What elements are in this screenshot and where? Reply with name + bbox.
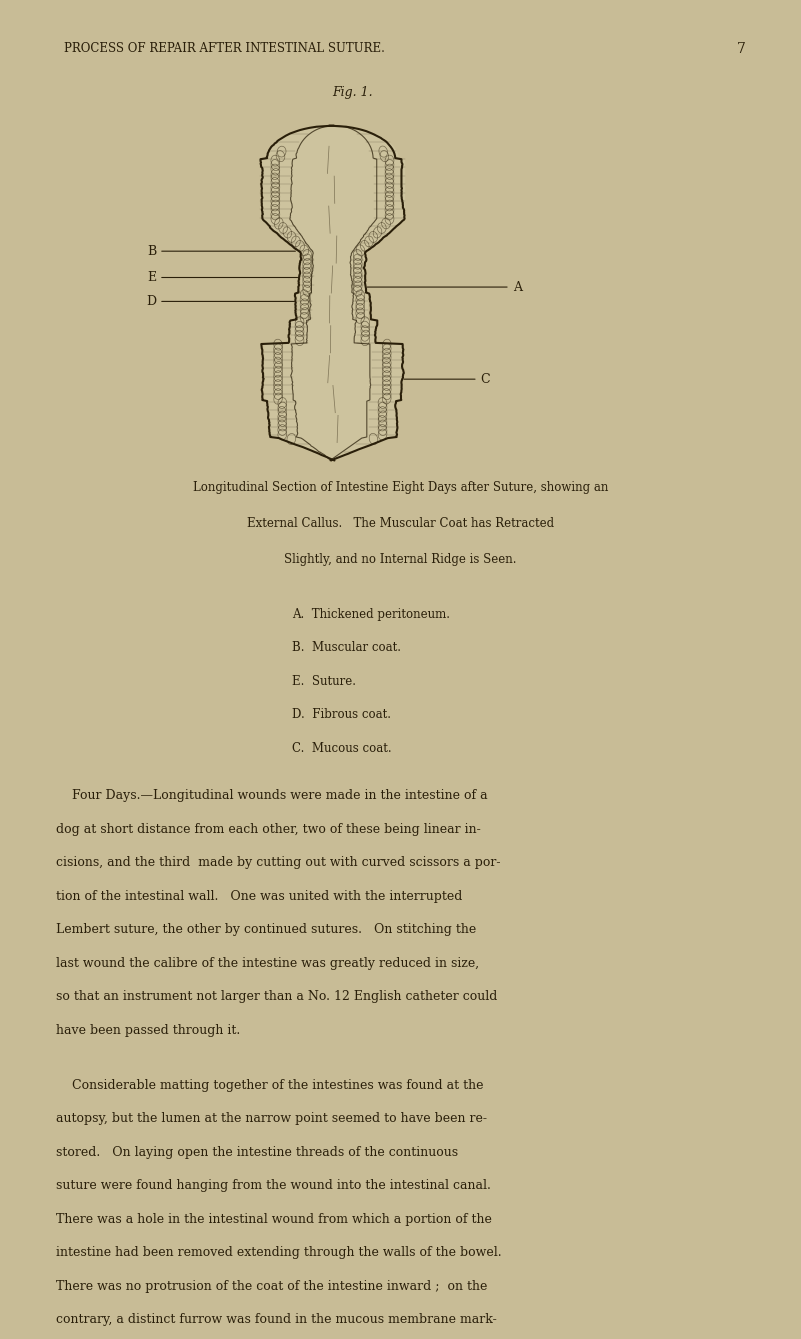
Text: 7: 7 — [736, 42, 746, 56]
Text: cisions, and the third  made by cutting out with curved scissors a por-: cisions, and the third made by cutting o… — [56, 857, 501, 869]
Text: E: E — [147, 270, 298, 284]
Text: Slightly, and no Internal Ridge is Seen.: Slightly, and no Internal Ridge is Seen. — [284, 553, 517, 565]
Text: last wound the calibre of the intestine was greatly reduced in size,: last wound the calibre of the intestine … — [56, 957, 479, 969]
Text: so that an instrument not larger than a No. 12 English catheter could: so that an instrument not larger than a … — [56, 991, 497, 1003]
Text: Considerable matting together of the intestines was found at the: Considerable matting together of the int… — [56, 1079, 484, 1091]
Text: B: B — [147, 245, 296, 257]
Text: Longitudinal Section of Intestine Eight Days after Suture, showing an: Longitudinal Section of Intestine Eight … — [193, 481, 608, 494]
Text: Fig. 1.: Fig. 1. — [332, 86, 372, 99]
Text: There was no protrusion of the coat of the intestine inward ;  on the: There was no protrusion of the coat of t… — [56, 1280, 488, 1293]
Text: E.  Suture.: E. Suture. — [292, 675, 356, 688]
Text: Lembert suture, the other by continued sutures.   On stitching the: Lembert suture, the other by continued s… — [56, 924, 477, 936]
Text: tion of the intestinal wall.   One was united with the interrupted: tion of the intestinal wall. One was uni… — [56, 890, 462, 902]
Text: dog at short distance from each other, two of these being linear in-: dog at short distance from each other, t… — [56, 823, 481, 836]
Text: PROCESS OF REPAIR AFTER INTESTINAL SUTURE.: PROCESS OF REPAIR AFTER INTESTINAL SUTUR… — [64, 42, 385, 55]
Text: External Callus.   The Muscular Coat has Retracted: External Callus. The Muscular Coat has R… — [247, 517, 554, 530]
Text: intestine had been removed extending through the walls of the bowel.: intestine had been removed extending thr… — [56, 1247, 501, 1259]
Text: stored.   On laying open the intestine threads of the continuous: stored. On laying open the intestine thr… — [56, 1146, 458, 1158]
Text: D.  Fibrous coat.: D. Fibrous coat. — [292, 708, 392, 722]
Text: C: C — [404, 372, 490, 386]
Text: Four Days.—Longitudinal wounds were made in the intestine of a: Four Days.—Longitudinal wounds were made… — [56, 790, 488, 802]
Text: contrary, a distinct furrow was found in the mucous membrane mark-: contrary, a distinct furrow was found in… — [56, 1314, 497, 1327]
Text: B.  Muscular coat.: B. Muscular coat. — [292, 641, 401, 655]
Text: C.  Mucous coat.: C. Mucous coat. — [292, 742, 392, 755]
Text: autopsy, but the lumen at the narrow point seemed to have been re-: autopsy, but the lumen at the narrow poi… — [56, 1113, 487, 1125]
Text: D: D — [146, 295, 295, 308]
Text: A.  Thickened peritoneum.: A. Thickened peritoneum. — [292, 608, 450, 620]
Text: have been passed through it.: have been passed through it. — [56, 1024, 240, 1036]
Text: suture were found hanging from the wound into the intestinal canal.: suture were found hanging from the wound… — [56, 1180, 491, 1192]
Text: There was a hole in the intestinal wound from which a portion of the: There was a hole in the intestinal wound… — [56, 1213, 492, 1225]
Text: A: A — [367, 281, 521, 293]
